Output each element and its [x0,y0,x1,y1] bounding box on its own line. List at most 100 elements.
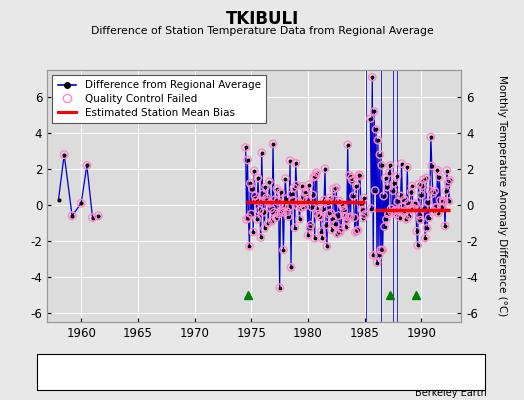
Point [291,160,300,166]
Point [372,126,380,132]
Point [374,137,382,143]
Point [340,207,348,213]
Point [374,137,382,143]
Point [396,214,404,221]
Text: Time of Obs. Change: Time of Obs. Change [258,367,363,377]
Point [259,209,268,215]
Point [68,213,77,219]
Point [445,177,454,183]
Point [341,213,349,219]
Point [423,225,431,231]
Point [421,235,429,241]
Point [260,225,269,232]
Point [342,224,350,230]
Point [402,216,410,222]
Point [403,164,411,170]
Point [283,208,291,215]
Point [321,166,329,172]
Point [340,207,348,213]
Point [381,175,390,181]
Point [419,176,428,183]
Point [244,214,253,221]
Point [257,150,266,156]
Point [242,144,250,151]
Point [379,193,388,199]
Point [339,203,347,210]
Point [249,229,257,235]
Point [435,174,444,180]
Point [274,198,282,205]
Point [423,225,431,231]
Point [381,175,390,181]
Point [433,167,442,174]
Point [303,197,311,204]
Point [299,195,308,201]
Point [334,212,343,219]
Point [347,175,356,181]
Point [243,157,252,163]
Point [263,198,271,205]
Point [343,217,351,224]
Point [83,162,91,169]
Point [390,180,398,186]
Point [438,205,446,212]
Point [395,207,403,214]
Point [279,247,288,253]
Point [269,141,277,147]
Point [348,178,357,184]
Point [251,193,259,199]
Point [257,234,265,241]
Point [430,188,439,194]
Point [271,214,280,221]
Point [283,208,291,215]
Point [278,209,287,215]
Point [396,214,404,221]
Text: Station Move: Station Move [60,367,125,377]
Point [357,201,365,208]
Point [409,205,417,211]
Point [429,190,437,197]
Point [265,178,274,185]
Point [405,213,413,219]
Point [249,229,257,235]
Point [404,200,412,206]
Point [284,213,292,220]
Point [89,214,97,221]
Point [429,190,437,197]
Point [276,285,284,291]
Point [242,144,250,151]
Point [253,216,261,222]
Point [389,187,397,194]
Point [305,182,313,188]
Point [351,229,359,236]
Point [296,216,304,222]
Point [305,182,313,188]
Point [355,172,363,178]
Point [328,227,336,233]
Point [328,227,336,233]
Point [272,186,281,192]
Point [244,214,253,221]
Point [392,211,400,217]
Point [380,223,389,230]
Point [290,185,298,191]
Text: ▼: ▼ [244,366,254,378]
Point [386,162,395,169]
Point [433,167,442,174]
Point [418,182,427,189]
Point [377,247,385,253]
Point [388,209,396,215]
Point [262,195,270,201]
Point [291,224,299,231]
Point [336,229,344,235]
Point [271,196,279,203]
Point [313,211,322,217]
Point [404,200,412,206]
Point [351,229,359,236]
Point [300,204,309,210]
Point [375,252,383,259]
Point [424,199,432,206]
Point [369,252,377,259]
Point [289,197,297,204]
Text: ▲: ▲ [145,366,154,378]
